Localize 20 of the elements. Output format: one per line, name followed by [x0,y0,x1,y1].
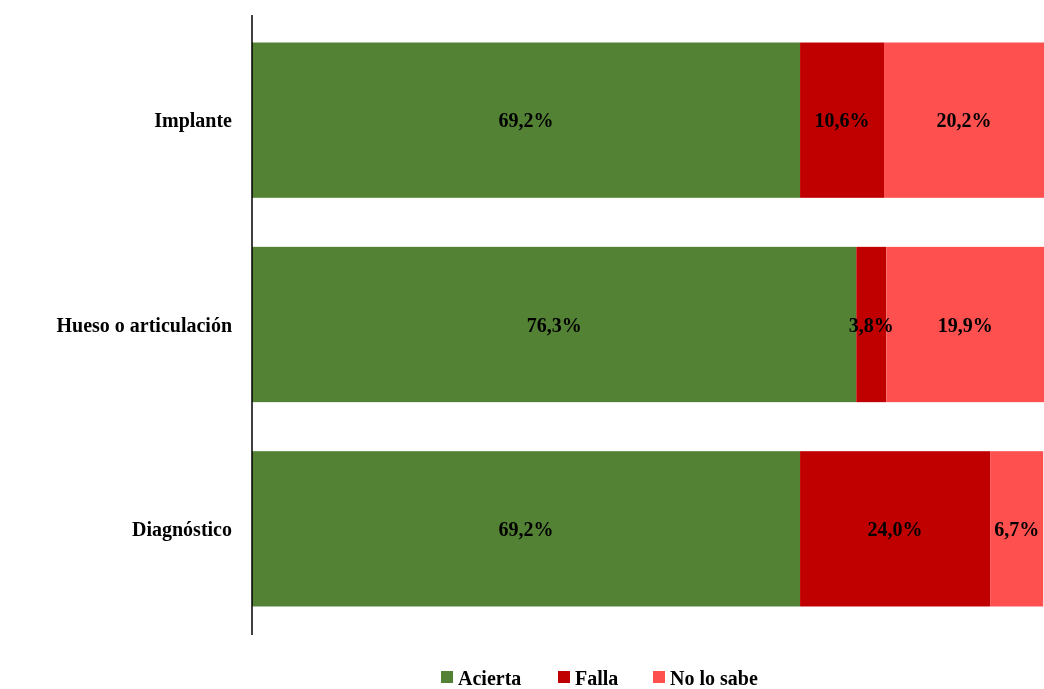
bar [884,42,1044,198]
bar [990,451,1044,607]
legend-label: Acierta [458,667,522,689]
data-label: 69,2% [498,109,554,132]
legend-label: No lo sabe [670,667,758,689]
legend-label: Falla [575,667,619,689]
bar [800,451,991,607]
data-label: 20,2% [936,109,992,132]
bar [800,42,885,198]
data-label: 19,9% [937,313,993,336]
data-label: 10,6% [814,109,870,132]
y-tick-label: Implante [154,109,233,133]
data-label: 69,2% [498,517,554,540]
bar [252,42,801,198]
y-tick-label: Diagnóstico [132,517,232,541]
data-label: 24,0% [867,517,923,540]
y-tick-label: Hueso o articulación [56,313,232,336]
data-label: 76,3% [526,313,582,336]
bar [252,451,801,607]
data-label: 6,7% [994,517,1040,540]
